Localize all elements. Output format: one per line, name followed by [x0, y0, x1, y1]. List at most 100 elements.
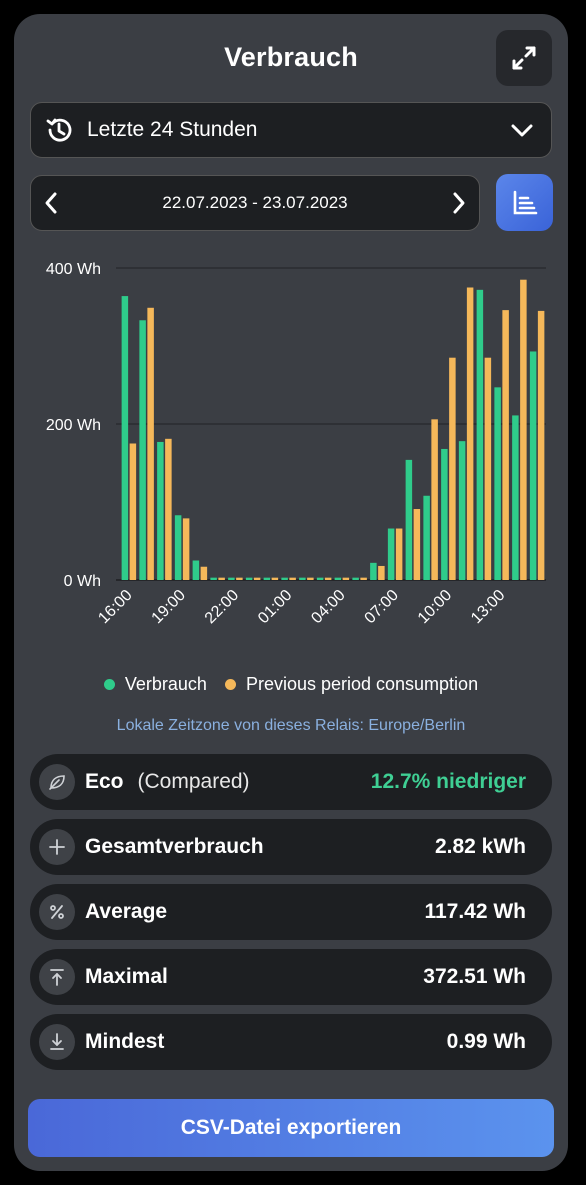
bar-current: [210, 577, 217, 580]
chevron-left-icon: [45, 192, 57, 214]
bar-previous: [289, 577, 296, 580]
bar-current: [494, 387, 501, 580]
y-tick-label: 400 Wh: [46, 261, 101, 278]
x-tick-label: 22:00: [202, 587, 242, 627]
bar-current: [263, 577, 271, 580]
bar-previous: [466, 287, 474, 580]
period-select-label: Letzte 24 Stunden: [87, 118, 258, 141]
bar-previous: [360, 577, 367, 580]
bar-current: [316, 577, 324, 580]
bar-previous: [165, 438, 172, 580]
stat-average-value: 117.42 Wh: [424, 900, 526, 923]
percent-icon: [39, 894, 75, 930]
bar-previous: [484, 357, 492, 580]
chevron-down-icon: [509, 117, 535, 143]
period-select[interactable]: Letzte 24 Stunden: [30, 102, 552, 158]
bar-previous: [307, 577, 314, 580]
x-tick-label: 04:00: [308, 587, 348, 627]
bar-current: [512, 415, 519, 580]
bar-previous: [253, 577, 261, 580]
legend-dot-current: [103, 679, 115, 690]
stat-max-label: Maximal: [85, 965, 168, 988]
bar-previous: [502, 310, 509, 580]
expand-button[interactable]: [496, 30, 552, 86]
bar-current: [458, 441, 466, 580]
bar-previous: [200, 566, 208, 580]
bar-previous: [395, 528, 403, 580]
stat-max: Maximal 372.51 Wh: [30, 949, 552, 1005]
bar-chart-icon: [513, 190, 537, 214]
consumption-card: Verbrauch Letzte 24 Stunden: [14, 14, 568, 1171]
stat-average: Average 117.42 Wh: [30, 884, 552, 940]
bar-previous: [324, 577, 332, 580]
bar-current: [228, 577, 235, 580]
bar-current: [334, 577, 342, 580]
stat-total-value: 2.82 kWh: [434, 835, 526, 858]
bar-current: [387, 528, 395, 580]
bar-current: [174, 515, 182, 580]
timezone-note: Lokale Zeitzone von dieses Relais: Europ…: [116, 717, 466, 734]
chevron-right-icon: [453, 192, 465, 214]
y-tick-label: 0 Wh: [64, 573, 101, 590]
bar-previous: [378, 565, 385, 580]
legend-item-current[interactable]: Verbrauch: [103, 674, 207, 695]
legend-dot-previous: [224, 679, 236, 690]
stat-min-label: Mindest: [85, 1030, 165, 1053]
bar-previous: [271, 577, 279, 580]
x-tick-label: 16:00: [95, 587, 135, 627]
x-tick-label: 19:00: [149, 587, 189, 627]
arrow-up-to-line-icon: [39, 959, 75, 995]
history-icon: [41, 112, 77, 148]
stat-average-label: Average: [85, 900, 168, 923]
bar-current: [441, 448, 448, 580]
bar-current: [245, 577, 253, 580]
bar-previous: [182, 518, 190, 580]
x-tick-label: 07:00: [362, 587, 402, 627]
previous-period-button[interactable]: [31, 176, 71, 230]
stat-eco-sub: (Compared): [137, 770, 250, 793]
bar-current: [157, 441, 164, 580]
bar-previous: [236, 577, 243, 580]
bar-previous: [413, 509, 421, 580]
stat-total: Gesamtverbrauch 2.82 kWh: [30, 819, 552, 875]
export-csv-button[interactable]: CSV-Datei exportieren: [28, 1099, 554, 1157]
bar-previous: [449, 357, 456, 580]
x-tick-label: 10:00: [415, 587, 455, 627]
bar-current: [529, 351, 537, 580]
y-tick-label: 200 Wh: [46, 417, 101, 434]
stat-max-value: 372.51 Wh: [423, 965, 526, 988]
bar-current: [192, 560, 200, 580]
stat-min: Mindest 0.99 Wh: [30, 1014, 552, 1070]
bar-current: [121, 296, 129, 580]
legend-label-previous: Previous period consumption: [245, 674, 479, 694]
bar-current: [423, 495, 430, 580]
page-title: Verbrauch: [224, 42, 358, 72]
expand-icon: [512, 46, 536, 70]
bar-current: [139, 320, 146, 580]
bar-previous: [520, 279, 527, 580]
chart-legend: Verbrauch Previous period consumption: [14, 674, 568, 695]
bar-previous: [431, 419, 438, 580]
bar-previous: [218, 577, 225, 580]
date-range-label: 22.07.2023 - 23.07.2023: [162, 193, 348, 212]
x-tick-label: 13:00: [468, 587, 508, 627]
bar-previous: [147, 307, 154, 580]
bar-current: [405, 459, 413, 580]
stat-total-label: Gesamtverbrauch: [85, 835, 264, 858]
bar-current: [352, 577, 359, 580]
date-range-navigator: 22.07.2023 - 23.07.2023: [30, 175, 480, 231]
chart-type-toggle-button[interactable]: [496, 174, 553, 231]
stat-min-value: 0.99 Wh: [446, 1030, 526, 1053]
x-tick-label: 01:00: [255, 587, 295, 627]
leaf-icon: [39, 764, 75, 800]
bar-current: [299, 577, 306, 580]
next-period-button[interactable]: [439, 176, 479, 230]
stat-eco-label: Eco: [85, 770, 124, 793]
bar-current: [281, 577, 288, 580]
legend-label-current: Verbrauch: [124, 674, 207, 694]
bar-current: [476, 289, 484, 580]
bar-previous: [129, 443, 137, 580]
stat-eco-value: 12.7% niedriger: [370, 770, 526, 793]
legend-item-previous[interactable]: Previous period consumption: [224, 674, 479, 695]
plus-icon: [39, 829, 75, 865]
